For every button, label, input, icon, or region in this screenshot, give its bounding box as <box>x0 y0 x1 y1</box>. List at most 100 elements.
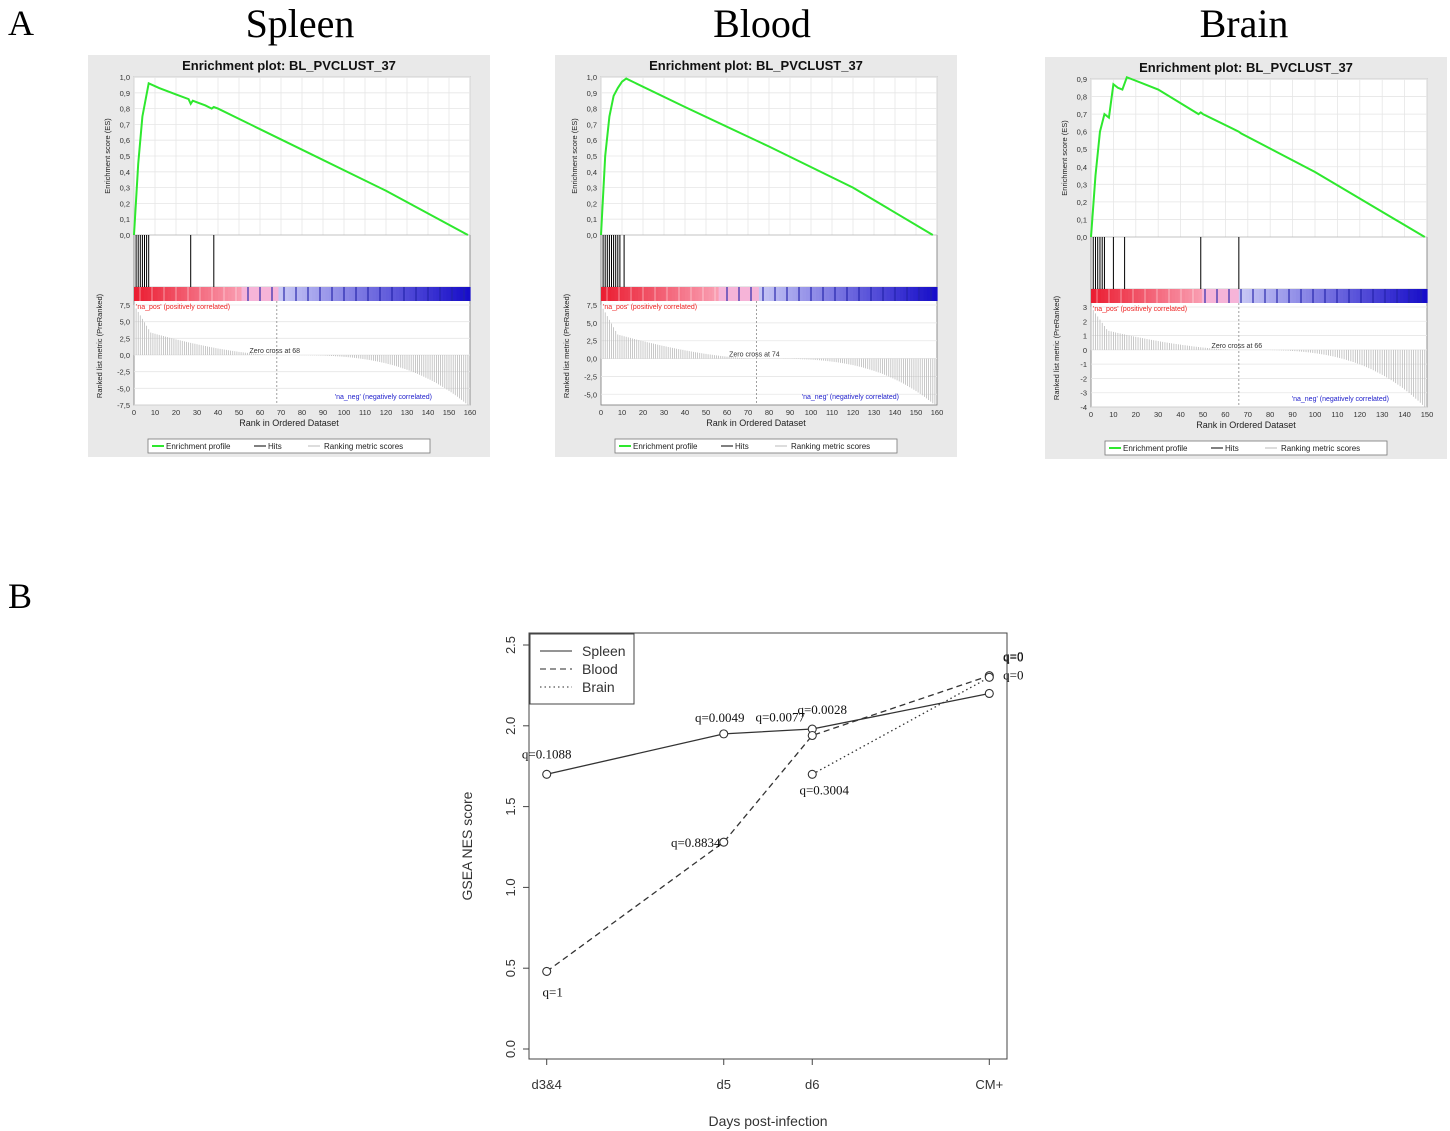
zero-cross-label: Zero cross at 68 <box>250 348 301 355</box>
es-tick-label: 0,0 <box>587 231 597 240</box>
ranking-color-cell <box>1148 289 1153 303</box>
ranking-color-cell <box>318 287 323 301</box>
legend-box <box>529 633 635 705</box>
ranking-color-cell <box>1158 289 1163 303</box>
ranking-color-cell <box>923 287 928 301</box>
x-tick-label: 70 <box>1244 410 1252 419</box>
metric-tick-label: -5,0 <box>117 384 130 393</box>
x-tick-label: 100 <box>805 408 818 417</box>
ranking-color-cell <box>261 287 266 301</box>
x-tick-label: 160 <box>931 408 944 417</box>
ranking-color-cell <box>866 287 871 301</box>
ranking-color-cell <box>302 287 306 301</box>
ranking-color-cell <box>382 287 387 301</box>
x-tick-label: 50 <box>235 408 243 417</box>
ranking-color-cell <box>1329 289 1334 303</box>
ranking-color-cell <box>789 287 794 301</box>
ranking-color-cell <box>285 287 290 301</box>
x-tick-label: 60 <box>256 408 264 417</box>
legend-hits-label: Hits <box>735 442 749 451</box>
x-axis-label: Rank in Ordered Dataset <box>706 418 806 428</box>
ranking-color-cell <box>322 287 327 301</box>
x-tick-label: 90 <box>319 408 327 417</box>
ranking-color-cell <box>1195 289 1200 303</box>
ranking-color-cell <box>406 287 411 301</box>
metric-tick-label: -3 <box>1080 389 1087 398</box>
zero-cross-label: Zero cross at 66 <box>1212 343 1263 350</box>
gsea-plot-blood: Enrichment plot: BL_PVCLUST_37 0,0 0,1 0,2 0… <box>555 55 957 457</box>
x-tick-label: 0 <box>599 408 603 417</box>
ranking-color-cell <box>906 287 911 301</box>
ranking-color-cell <box>1175 289 1179 303</box>
ranking-color-cell <box>1181 289 1186 303</box>
ranking-color-cell <box>802 287 807 301</box>
ranking-color-cell <box>732 287 736 301</box>
ranking-color-cell <box>234 287 239 301</box>
ranking-color-cell <box>251 287 256 301</box>
metric-tick-label: -7,5 <box>117 401 130 410</box>
ranking-color-cell <box>422 287 427 301</box>
ranking-color-cell <box>1410 289 1415 303</box>
ranking-color-cell <box>375 287 380 301</box>
x-tick-label: 80 <box>1266 410 1274 419</box>
ranking-color-cell <box>1191 289 1196 303</box>
ranking-color-cell <box>1282 289 1287 303</box>
ranking-color-cell <box>315 287 320 301</box>
ranking-color-cell <box>910 287 915 301</box>
metric-tick-label: 7,5 <box>120 301 130 310</box>
legend-box <box>147 438 431 454</box>
tissue-title-blood: Blood <box>713 1 811 46</box>
ranking-color-cell <box>1107 289 1112 303</box>
ranking-color-cell <box>1319 289 1324 303</box>
ranking-color-cell <box>1359 289 1364 303</box>
ranking-color-cell <box>396 287 401 301</box>
metric-axis-label: Ranked list metric (PreRanked) <box>95 293 104 398</box>
metric-tick-label: -2 <box>1080 374 1087 383</box>
panel-b-label: B <box>8 576 33 616</box>
ranking-color-cell <box>698 287 703 301</box>
ranking-color-cell <box>211 287 216 301</box>
ranking-color-cell <box>617 287 622 301</box>
es-tick-label: 0,3 <box>120 184 130 193</box>
ranking-color-cell <box>167 287 172 301</box>
ranking-color-cell <box>654 287 659 301</box>
ranking-color-cell <box>1201 289 1206 303</box>
ranking-color-cell <box>701 287 706 301</box>
ranking-color-cell <box>355 287 360 301</box>
q-value-label: q=1 <box>543 984 563 999</box>
ranking-color-cell <box>463 287 468 301</box>
legend-profile-label: Enrichment profile <box>1123 444 1188 453</box>
ranking-color-cell <box>194 287 199 301</box>
ranking-color-cell <box>291 287 296 301</box>
ranking-color-cell <box>362 287 367 301</box>
tissue-title-spleen: Spleen <box>245 1 355 46</box>
ranking-color-cell <box>335 287 340 301</box>
ranking-color-cell <box>1363 289 1368 303</box>
ranking-color-cell <box>648 287 652 301</box>
ranking-color-cell <box>695 287 700 301</box>
ranking-color-cell <box>886 287 891 301</box>
ranking-color-cell <box>1205 289 1210 303</box>
ranking-color-cell <box>738 287 743 301</box>
ranking-color-cell <box>164 287 169 301</box>
ranking-color-cell <box>1111 289 1116 303</box>
legend-metric-label: Ranking metric scores <box>791 442 870 451</box>
x-tick-label: 10 <box>1109 410 1117 419</box>
es-tick-label: 0,0 <box>1077 233 1087 242</box>
ranking-color-cell <box>728 287 733 301</box>
ranking-color-cell <box>1131 289 1136 303</box>
ranking-color-cell <box>869 287 874 301</box>
x-tick-label: 150 <box>910 408 923 417</box>
metric-tick-label: -4 <box>1080 403 1087 412</box>
ranking-color-cell <box>392 287 397 301</box>
ranking-color-cell <box>1403 289 1408 303</box>
x-tick-label: 40 <box>681 408 689 417</box>
ranking-color-cell <box>150 287 155 301</box>
ranking-color-cell <box>705 287 710 301</box>
ranking-color-cell <box>1218 289 1223 303</box>
ranking-color-cell <box>826 287 831 301</box>
ranking-color-cell <box>1171 289 1176 303</box>
pos-label: 'na_pos' (positively correlated) <box>136 304 230 311</box>
ranking-color-cell <box>688 287 693 301</box>
ranking-color-cell <box>782 287 787 301</box>
